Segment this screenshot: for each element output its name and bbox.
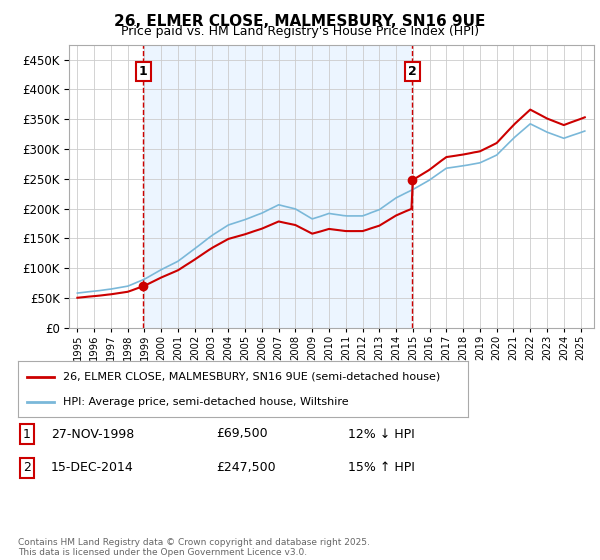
Text: 15-DEC-2014: 15-DEC-2014 (51, 461, 134, 474)
Bar (143, 45, 412, 328)
Text: 27-NOV-1998: 27-NOV-1998 (51, 427, 134, 441)
Text: 2: 2 (23, 461, 31, 474)
Text: 12% ↓ HPI: 12% ↓ HPI (348, 427, 415, 441)
Text: 26, ELMER CLOSE, MALMESBURY, SN16 9UE (semi-detached house): 26, ELMER CLOSE, MALMESBURY, SN16 9UE (s… (63, 372, 440, 382)
Text: £69,500: £69,500 (216, 427, 268, 441)
Text: HPI: Average price, semi-detached house, Wiltshire: HPI: Average price, semi-detached house,… (63, 396, 349, 407)
Text: 1: 1 (139, 65, 148, 78)
Text: 2: 2 (408, 65, 416, 78)
Text: £247,500: £247,500 (216, 461, 275, 474)
Text: 15% ↑ HPI: 15% ↑ HPI (348, 461, 415, 474)
Text: 1: 1 (23, 427, 31, 441)
Text: 26, ELMER CLOSE, MALMESBURY, SN16 9UE: 26, ELMER CLOSE, MALMESBURY, SN16 9UE (115, 14, 485, 29)
Text: Contains HM Land Registry data © Crown copyright and database right 2025.
This d: Contains HM Land Registry data © Crown c… (18, 538, 370, 557)
Text: Price paid vs. HM Land Registry's House Price Index (HPI): Price paid vs. HM Land Registry's House … (121, 25, 479, 38)
